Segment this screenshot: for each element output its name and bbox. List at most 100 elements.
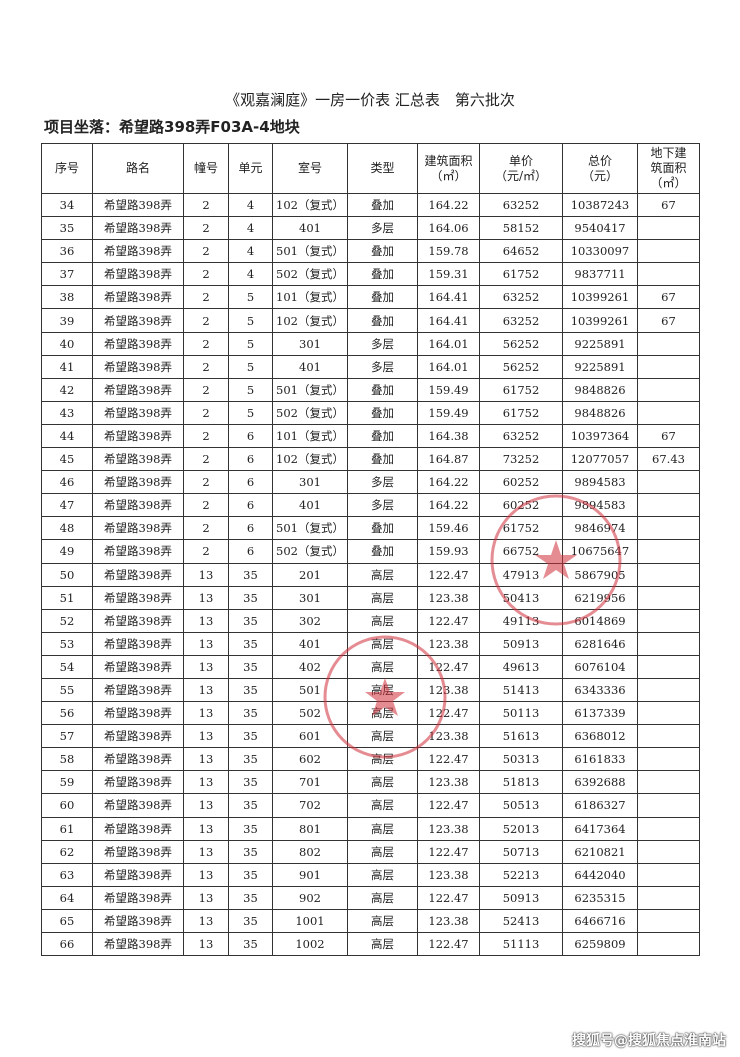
table-cell: 13 (183, 701, 229, 726)
table-cell: 希望路398弄 (92, 816, 184, 841)
table-cell: 6392688 (562, 770, 638, 795)
table-cell: 4 (228, 192, 273, 218)
table-cell: 多层 (347, 354, 418, 379)
table-cell: 55 (41, 677, 93, 703)
table-cell: 6210821 (562, 839, 638, 864)
table-row: 64 希望路398弄 13 35 902 高层 122.47 50913 6235315 (41, 885, 700, 910)
table-cell: 123.38 (417, 770, 480, 795)
table-cell: 多层 (347, 493, 418, 518)
table-cell: 6 (228, 516, 273, 541)
table-cell: 13 (183, 654, 229, 679)
table-cell: 2 (183, 354, 229, 379)
table-row: 55 希望路398弄 13 35 501 高层 123.38 51413 6343336 (41, 677, 700, 703)
table-cell: 希望路398弄 (92, 354, 184, 379)
table-cell: 希望路398弄 (92, 539, 184, 564)
table-cell: 67 (637, 192, 700, 218)
table-cell: 66 (41, 931, 93, 957)
table-cell: 122.47 (417, 562, 480, 587)
table-cell: 高层 (347, 562, 418, 587)
table-cell: 102（复式） (272, 447, 348, 472)
table-cell: 159.31 (417, 262, 480, 287)
table-cell: 希望路398弄 (92, 793, 184, 818)
table-cell (637, 585, 700, 610)
table-cell: 601 (272, 724, 348, 749)
table-cell: 35 (228, 608, 273, 633)
table-cell: 401 (272, 631, 348, 656)
column-header: 序号 (41, 143, 93, 194)
table-cell: 5867905 (562, 562, 638, 587)
table-cell: 2 (183, 423, 229, 449)
table-cell: 2 (183, 239, 229, 264)
table-cell: 35 (228, 908, 273, 934)
table-row: 60 希望路398弄 13 35 702 高层 122.47 50513 6186327 (41, 793, 700, 818)
table-cell: 希望路398弄 (92, 631, 184, 656)
table-row: 44 希望路398弄 2 6 101（复式） 叠加 164.38 63252 10397364 6… (41, 423, 700, 449)
table-cell: 希望路398弄 (92, 331, 184, 356)
table-cell: 6 (228, 423, 273, 449)
table-cell: 2 (183, 470, 229, 495)
table-cell: 叠加 (347, 262, 418, 287)
table-cell (637, 885, 700, 910)
table-cell: 63 (41, 862, 93, 887)
table-cell: 50713 (479, 839, 563, 864)
table-cell: 123.38 (417, 585, 480, 610)
table-cell: 123.38 (417, 631, 480, 656)
table-row: 41 希望路398弄 2 5 401 多层 164.01 56252 9225891 (41, 354, 700, 379)
table-cell: 6219956 (562, 585, 638, 610)
table-cell: 希望路398弄 (92, 908, 184, 934)
table-cell: 201 (272, 562, 348, 587)
table-cell (637, 631, 700, 656)
table-cell: 希望路398弄 (92, 885, 184, 910)
table-cell: 希望路398弄 (92, 192, 184, 218)
table-cell: 4 (228, 239, 273, 264)
table-cell: 13 (183, 839, 229, 864)
table-cell: 102（复式） (272, 192, 348, 218)
table-cell: 35 (228, 724, 273, 749)
table-cell: 9894583 (562, 493, 638, 518)
table-cell: 65 (41, 908, 93, 934)
table-row: 48 希望路398弄 2 6 501（复式） 叠加 159.46 61752 9846974 (41, 516, 700, 541)
column-header: 室号 (272, 143, 348, 194)
table-cell (637, 608, 700, 633)
table-cell: 高层 (347, 770, 418, 795)
table-cell: 13 (183, 608, 229, 633)
table-cell: 希望路398弄 (92, 862, 184, 887)
table-cell: 401 (272, 493, 348, 518)
table-cell: 希望路398弄 (92, 747, 184, 772)
table-cell (637, 654, 700, 679)
table-cell: 50 (41, 562, 93, 587)
table-cell: 802 (272, 839, 348, 864)
table-cell: 67 (637, 285, 700, 310)
table-cell: 叠加 (347, 447, 418, 472)
table-cell (637, 701, 700, 726)
table-cell: 高层 (347, 585, 418, 610)
table-cell: 希望路398弄 (92, 400, 184, 425)
table-cell: 叠加 (347, 239, 418, 264)
table-cell: 123.38 (417, 862, 480, 887)
table-cell: 9837711 (562, 262, 638, 287)
table-cell: 164.22 (417, 470, 480, 495)
table-cell: 50913 (479, 631, 563, 656)
table-cell: 51 (41, 585, 93, 610)
table-row: 59 希望路398弄 13 35 701 高层 123.38 51813 6392688 (41, 770, 700, 795)
table-row: 57 希望路398弄 13 35 601 高层 123.38 51613 6368012 (41, 724, 700, 749)
table-cell: 301 (272, 585, 348, 610)
table-row: 39 希望路398弄 2 5 102（复式） 叠加 164.41 63252 10399261 6… (41, 308, 700, 333)
table-row: 43 希望路398弄 2 5 502（复式） 叠加 159.49 61752 9848826 (41, 400, 700, 425)
table-cell: 13 (183, 585, 229, 610)
table-cell: 2 (183, 308, 229, 333)
table-cell: 164.38 (417, 423, 480, 449)
table-cell: 9894583 (562, 470, 638, 495)
table-cell: 58152 (479, 216, 563, 241)
table-cell: 希望路398弄 (92, 770, 184, 795)
table-cell: 多层 (347, 331, 418, 356)
table-cell: 6014869 (562, 608, 638, 633)
watermark: 搜狐号@搜狐焦点淮南站 (572, 1033, 726, 1049)
table-cell: 54 (41, 654, 93, 679)
table-cell: 希望路398弄 (92, 216, 184, 241)
table-cell: 123.38 (417, 816, 480, 841)
table-cell: 希望路398弄 (92, 701, 184, 726)
table-row: 53 希望路398弄 13 35 401 高层 123.38 50913 6281646 (41, 631, 700, 656)
table-cell: 13 (183, 816, 229, 841)
table-cell: 123.38 (417, 908, 480, 934)
